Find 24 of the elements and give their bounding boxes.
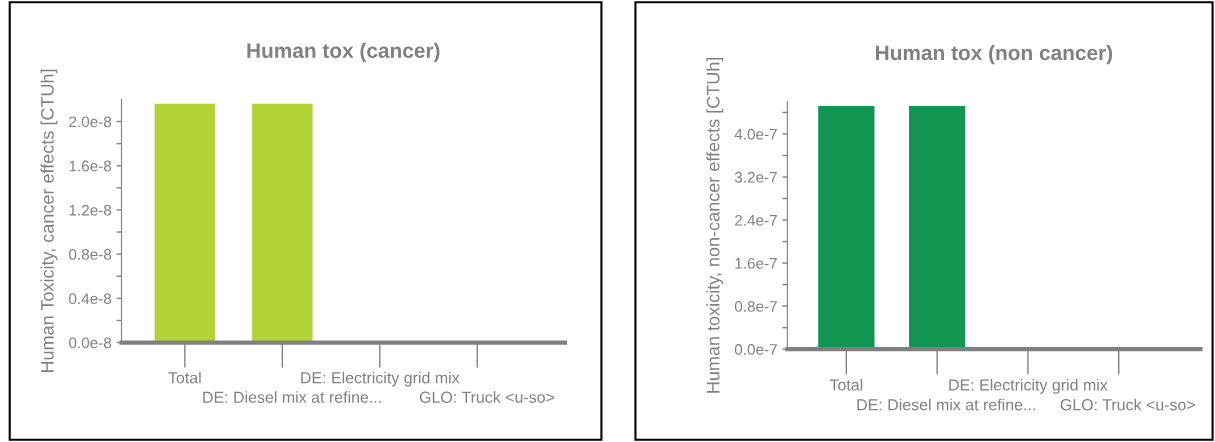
x-tick-label: GLO: Truck <u-so> bbox=[419, 391, 555, 403]
y-tick-label: 2.0e-8 bbox=[69, 116, 112, 128]
y-tick-label: 0.0e-7 bbox=[734, 344, 777, 355]
y-tick-label: 1.2e-8 bbox=[69, 204, 112, 216]
y-tick-label: 0.4e-8 bbox=[69, 293, 112, 305]
y-tick-label: 2.4e-7 bbox=[735, 214, 777, 226]
y-tick-label: 4.0e-7 bbox=[734, 128, 777, 140]
y-tick-label: 1.6e-8 bbox=[69, 160, 112, 172]
x-tick-label: DE: Electricity grid mix bbox=[301, 371, 460, 387]
y-axis-title: Human Toxicity, cancer effects [CTUh] bbox=[40, 69, 58, 373]
y-tick-label: 0.0e-8 bbox=[69, 337, 112, 349]
y-tick-label: 3.2e-7 bbox=[734, 171, 777, 183]
x-tick-label: DE: Diesel mix at refine... bbox=[203, 391, 381, 403]
y-axis-title: Human toxicity, non-cancer effects [CTUh] bbox=[706, 57, 724, 393]
y-tick-label: 0.8e-7 bbox=[734, 301, 777, 312]
x-tick-label: DE: Diesel mix at refine... bbox=[857, 398, 1035, 411]
chart-title: Human tox (non cancer) bbox=[876, 44, 1113, 65]
y-tick-label: 0.8e-8 bbox=[69, 249, 112, 260]
x-tick-label: GLO: Truck <u-so> bbox=[1060, 398, 1195, 411]
y-tick-label: 1.6e-7 bbox=[735, 257, 777, 269]
chart-title: Human tox (cancer) bbox=[247, 42, 440, 63]
x-tick-label: Total bbox=[829, 378, 863, 391]
x-tick-label: Total bbox=[168, 371, 201, 384]
x-tick-label: DE: Electricity grid mix bbox=[949, 378, 1108, 394]
